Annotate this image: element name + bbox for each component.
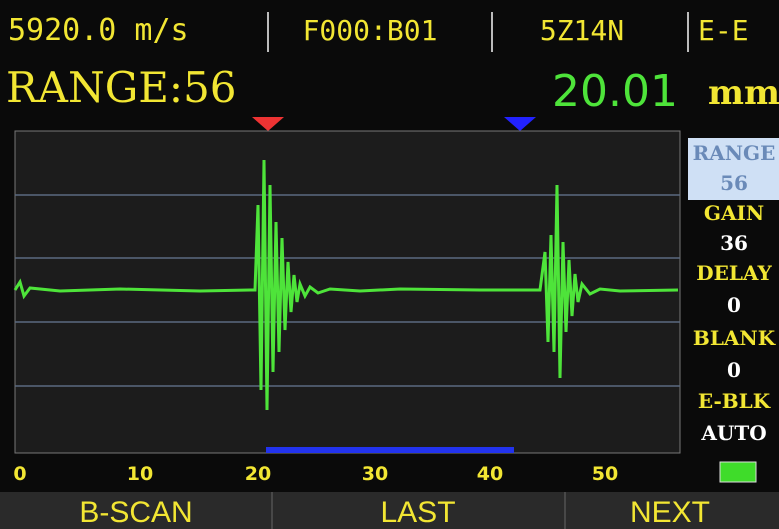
button[interactable]: B-SCAN	[79, 496, 192, 529]
menu-value[interactable]: 56	[720, 171, 748, 195]
battery-indicator	[720, 462, 756, 482]
thickness: 20.01	[552, 66, 678, 117]
range-readout: RANGE:56	[6, 63, 237, 112]
axis-tick-label: 30	[362, 463, 388, 485]
menu-value[interactable]: AUTO	[700, 421, 766, 445]
menu-label[interactable]: E-BLK	[698, 389, 771, 413]
gate-bar	[266, 447, 514, 453]
menu-value[interactable]: 36	[720, 231, 748, 255]
axis-tick-label: 0	[13, 463, 26, 485]
velocity: 5920.0 m/s	[8, 13, 189, 48]
menu-label[interactable]: RANGE	[693, 141, 776, 165]
gate: F000:B01	[303, 14, 438, 47]
button[interactable]: LAST	[380, 496, 455, 529]
menu-value[interactable]: 0	[727, 358, 741, 382]
device-screen: 5920.0 m/s F000:B01 5Z14N E-E RANGE:56 2…	[0, 0, 779, 529]
unit: mm	[708, 73, 779, 113]
probe: 5Z14N	[540, 14, 624, 47]
axis-tick-label: 40	[477, 463, 503, 485]
axis-tick-label: 50	[592, 463, 618, 485]
menu-label[interactable]: DELAY	[696, 261, 772, 285]
mode: E-E	[698, 14, 749, 47]
menu-label[interactable]: BLANK	[693, 326, 776, 350]
axis-tick-label: 10	[127, 463, 153, 485]
menu-label[interactable]: GAIN	[704, 201, 764, 225]
menu-value[interactable]: 0	[727, 293, 741, 317]
axis-tick-label: 20	[245, 463, 271, 485]
button[interactable]: NEXT	[630, 496, 710, 529]
